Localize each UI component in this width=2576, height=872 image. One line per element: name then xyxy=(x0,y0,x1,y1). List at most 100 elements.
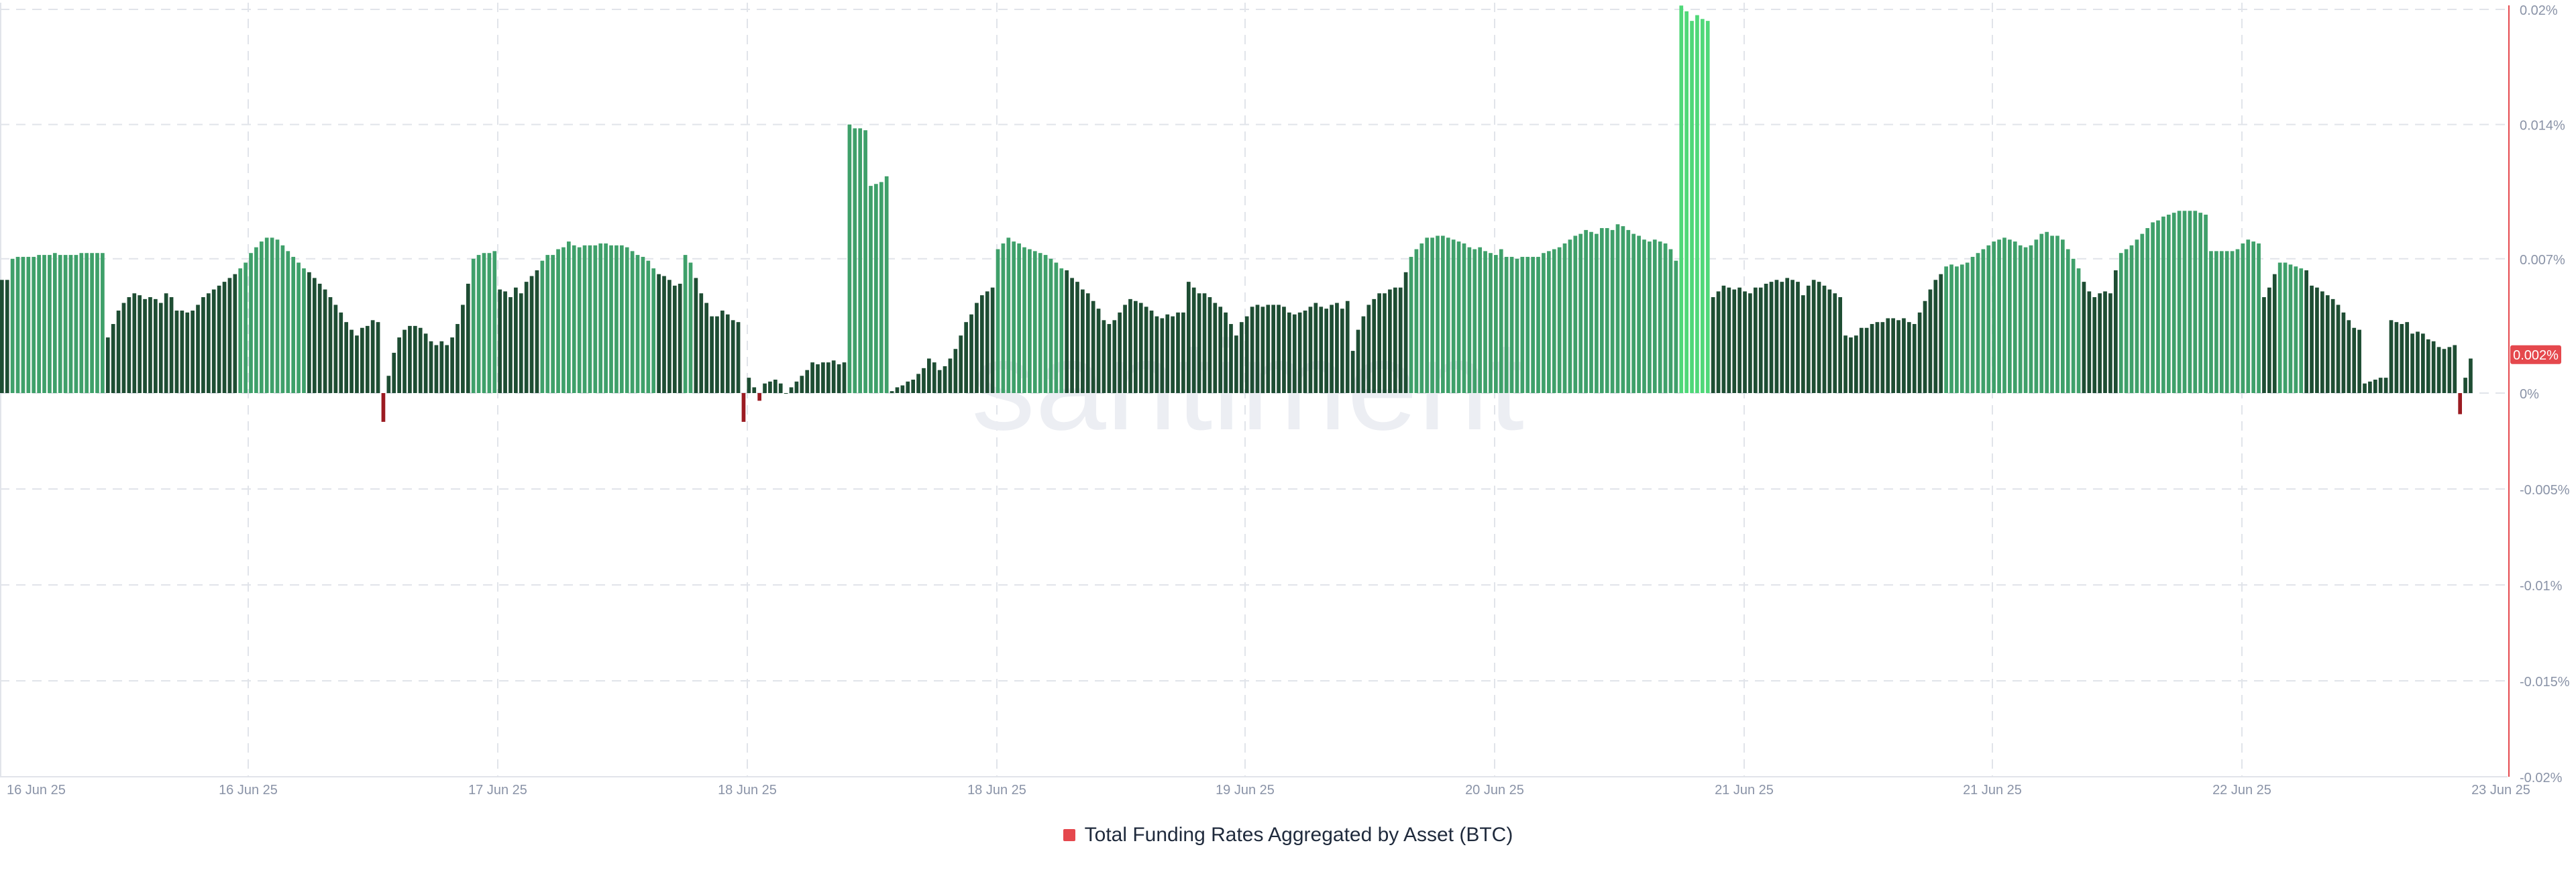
bar[interactable] xyxy=(2257,243,2261,393)
bar[interactable] xyxy=(111,324,115,393)
bar[interactable] xyxy=(1234,335,1238,393)
bar[interactable] xyxy=(2039,233,2044,393)
bar[interactable] xyxy=(2310,285,2314,393)
bar[interactable] xyxy=(683,255,688,393)
bar[interactable] xyxy=(2426,339,2430,393)
bar[interactable] xyxy=(1833,293,1837,393)
bar[interactable] xyxy=(1165,314,1170,393)
bar[interactable] xyxy=(508,297,513,393)
bar[interactable] xyxy=(2224,251,2229,393)
bar[interactable] xyxy=(1806,285,1811,393)
bar[interactable] xyxy=(2023,247,2028,393)
bar[interactable] xyxy=(593,245,598,393)
bar[interactable] xyxy=(466,283,470,393)
bar[interactable] xyxy=(1520,256,1525,393)
bar[interactable] xyxy=(1912,324,1917,393)
bar[interactable] xyxy=(2416,331,2420,393)
bar[interactable] xyxy=(254,247,258,393)
bar[interactable] xyxy=(1690,21,1694,394)
bar[interactable] xyxy=(2050,235,2054,393)
bar[interactable] xyxy=(551,255,555,393)
bar[interactable] xyxy=(90,253,94,393)
bar[interactable] xyxy=(471,258,476,393)
bar[interactable] xyxy=(317,283,322,393)
bar[interactable] xyxy=(2204,215,2208,393)
bar[interactable] xyxy=(619,245,624,393)
bar[interactable] xyxy=(2082,282,2086,393)
bar[interactable] xyxy=(890,391,894,393)
bar[interactable] xyxy=(2156,220,2160,393)
bar[interactable] xyxy=(1652,239,1657,393)
bar[interactable] xyxy=(794,381,799,393)
bar[interactable] xyxy=(667,280,672,393)
bar[interactable] xyxy=(2124,249,2129,394)
bar[interactable] xyxy=(1425,237,1430,393)
bar[interactable] xyxy=(1764,283,1768,393)
bar[interactable] xyxy=(259,241,264,393)
bar[interactable] xyxy=(906,381,910,393)
bar[interactable] xyxy=(264,237,269,393)
bar[interactable] xyxy=(1059,268,1064,393)
bar[interactable] xyxy=(1282,307,1286,393)
bar[interactable] xyxy=(672,285,677,393)
bar[interactable] xyxy=(1817,282,1821,393)
bar[interactable] xyxy=(884,176,889,393)
bar[interactable] xyxy=(831,360,836,393)
bar[interactable] xyxy=(1085,293,1090,393)
bar[interactable] xyxy=(1038,253,1042,393)
bar[interactable] xyxy=(1091,301,1095,393)
bar[interactable] xyxy=(2320,291,2324,393)
bar[interactable] xyxy=(1981,249,1986,394)
bar[interactable] xyxy=(1499,249,1503,394)
bar[interactable] xyxy=(1732,289,1737,393)
bar[interactable] xyxy=(2241,243,2245,393)
bar[interactable] xyxy=(79,253,84,393)
bar[interactable] xyxy=(434,345,439,394)
bar[interactable] xyxy=(1436,235,1440,393)
bar[interactable] xyxy=(1923,301,1927,393)
bar[interactable] xyxy=(498,289,502,393)
bar[interactable] xyxy=(360,327,364,393)
bar[interactable] xyxy=(1546,251,1551,393)
bar[interactable] xyxy=(1976,253,1980,393)
bar[interactable] xyxy=(1356,329,1360,393)
bar[interactable] xyxy=(1721,285,1726,393)
bar[interactable] xyxy=(1218,307,1223,393)
bar[interactable] xyxy=(206,293,211,393)
bar[interactable] xyxy=(2018,245,2023,393)
bar[interactable] xyxy=(609,245,613,393)
bar[interactable] xyxy=(519,293,523,393)
bar[interactable] xyxy=(2267,287,2271,393)
bar[interactable] xyxy=(1637,235,1641,393)
bar[interactable] xyxy=(2166,215,2171,393)
bar[interactable] xyxy=(2288,264,2293,393)
bar[interactable] xyxy=(291,256,296,393)
bar[interactable] xyxy=(2092,297,2097,393)
bar[interactable] xyxy=(2198,213,2203,393)
bar[interactable] xyxy=(1319,307,1324,393)
bar[interactable] xyxy=(2055,235,2059,393)
bar[interactable] xyxy=(1102,320,1106,393)
bar[interactable] xyxy=(32,256,36,393)
bar[interactable] xyxy=(1292,314,1297,393)
bar[interactable] xyxy=(2436,347,2441,393)
bar[interactable] xyxy=(1107,324,1112,393)
bar[interactable] xyxy=(1186,282,1191,393)
bar[interactable] xyxy=(1176,312,1180,393)
bar[interactable] xyxy=(2071,258,2076,393)
bar[interactable] xyxy=(2008,239,2012,393)
bar[interactable] xyxy=(455,324,460,393)
bar[interactable] xyxy=(127,297,131,393)
bar[interactable] xyxy=(397,337,401,393)
bar[interactable] xyxy=(1255,305,1260,393)
bar[interactable] xyxy=(1605,228,1609,393)
bar[interactable] xyxy=(328,297,333,393)
bar[interactable] xyxy=(1595,233,1599,393)
bar[interactable] xyxy=(514,287,518,393)
bar[interactable] xyxy=(927,358,931,393)
bar[interactable] xyxy=(381,393,386,422)
bar[interactable] xyxy=(2076,268,2081,393)
bar[interactable] xyxy=(2400,324,2404,393)
bar[interactable] xyxy=(1504,256,1509,393)
bar[interactable] xyxy=(503,291,507,393)
